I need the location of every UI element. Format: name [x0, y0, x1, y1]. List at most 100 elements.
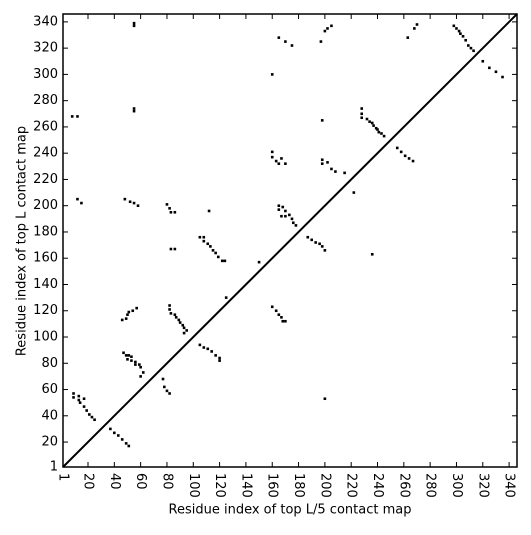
point	[132, 109, 136, 113]
point	[472, 49, 475, 53]
plot-frame	[62, 13, 518, 468]
point	[78, 401, 82, 404]
point	[173, 313, 177, 316]
point	[224, 296, 228, 299]
point	[182, 331, 186, 335]
point	[274, 309, 278, 313]
point	[411, 159, 415, 163]
point	[126, 313, 129, 316]
point	[403, 154, 407, 158]
point	[370, 252, 374, 256]
point	[122, 351, 125, 355]
point	[72, 396, 75, 399]
point	[130, 359, 133, 362]
x-tick-label: 220	[344, 473, 359, 498]
x-tick-label: 240	[370, 473, 385, 498]
point	[207, 209, 211, 213]
point	[135, 306, 138, 310]
point	[214, 251, 217, 255]
point	[202, 239, 206, 243]
point	[163, 385, 166, 389]
point	[377, 130, 381, 134]
point	[277, 204, 281, 208]
point	[368, 120, 371, 123]
point	[284, 40, 287, 43]
y-tick-label: 20	[41, 435, 58, 450]
point	[128, 200, 132, 204]
point	[334, 170, 337, 173]
point	[211, 249, 215, 252]
y-tick-label: 200	[33, 198, 58, 213]
point	[210, 350, 214, 353]
point	[382, 134, 386, 138]
point	[284, 214, 287, 218]
point	[169, 247, 173, 251]
y-tick-label: 240	[33, 146, 58, 161]
y-tick-label: 180	[33, 224, 58, 239]
x-tick-label: 100	[186, 473, 201, 498]
point	[134, 363, 137, 366]
point	[413, 27, 416, 30]
point	[161, 377, 165, 381]
point	[284, 209, 287, 213]
point	[139, 375, 142, 378]
point	[116, 434, 120, 437]
point	[270, 155, 274, 159]
point	[127, 310, 131, 314]
point	[277, 162, 281, 165]
point	[257, 260, 261, 264]
point	[209, 245, 212, 248]
point	[270, 73, 274, 76]
point	[168, 207, 171, 210]
point	[374, 126, 378, 130]
point	[459, 32, 462, 35]
point	[174, 316, 178, 319]
point	[310, 238, 314, 242]
point	[168, 308, 171, 311]
point	[214, 354, 217, 357]
point	[281, 319, 285, 323]
point	[72, 392, 75, 395]
x-tick-label: 180	[291, 473, 306, 498]
point	[323, 29, 327, 33]
point	[352, 191, 356, 194]
x-tick-label: 320	[475, 473, 490, 498]
x-tick-label: 80	[159, 473, 174, 490]
point	[90, 415, 94, 419]
point	[320, 119, 324, 122]
point	[127, 444, 131, 448]
point	[290, 217, 294, 221]
point	[173, 247, 177, 251]
point	[501, 75, 504, 79]
point	[141, 371, 145, 374]
point	[169, 210, 173, 214]
point	[320, 162, 324, 165]
point	[360, 112, 364, 116]
point	[177, 318, 181, 322]
x-tick-label: 140	[238, 473, 253, 498]
point	[88, 413, 91, 416]
point	[168, 392, 171, 395]
point	[85, 409, 88, 412]
point	[218, 356, 221, 360]
point	[277, 313, 281, 316]
point	[284, 162, 287, 165]
point	[399, 150, 403, 154]
point	[120, 318, 124, 322]
x-tick-label: 60	[133, 473, 148, 490]
point	[319, 40, 323, 43]
point	[284, 319, 287, 323]
y-tick-label: 220	[33, 172, 58, 187]
x-tick-label: 20	[81, 473, 96, 490]
point	[132, 21, 136, 25]
point	[494, 70, 498, 74]
point	[395, 146, 399, 150]
point	[314, 241, 317, 244]
point	[132, 24, 136, 28]
y-axis-label: Residue index of top L contact map	[15, 126, 30, 356]
point	[406, 36, 410, 39]
point	[181, 323, 185, 327]
point	[407, 157, 411, 160]
x-axis-label: Residue index of top L/5 contact map	[169, 503, 412, 518]
